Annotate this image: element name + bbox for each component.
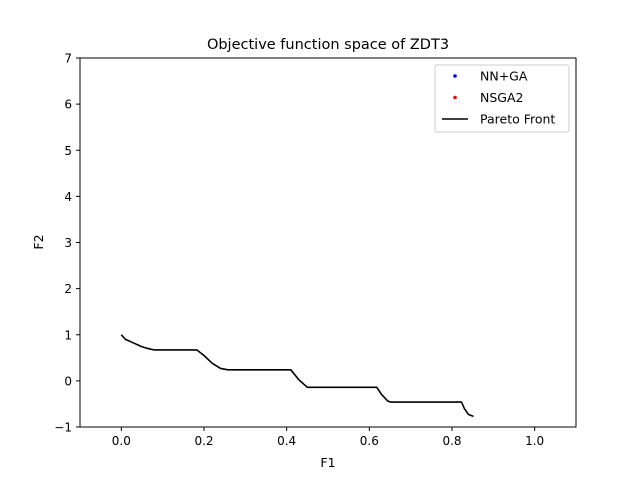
y-axis-label: F2 <box>31 234 46 249</box>
axis-ticks: 0.0 0.2 0.4 0.6 0.8 1.0 −1 0 1 2 3 4 5 6 7 <box>54 52 544 449</box>
y-tick-label: −1 <box>54 421 72 435</box>
x-tick-label: 0.6 <box>360 434 379 448</box>
x-tick-label: 0.8 <box>442 434 461 448</box>
y-tick-label: 1 <box>64 328 72 342</box>
y-tick-label: 5 <box>64 144 72 158</box>
x-axis-label: F1 <box>320 455 335 470</box>
legend-label: Pareto Front <box>480 112 555 127</box>
y-tick-label: 3 <box>64 236 72 250</box>
y-tick-label: 6 <box>64 98 72 112</box>
y-tick-label: 0 <box>64 374 72 388</box>
x-tick-label: 1.0 <box>525 434 544 448</box>
pareto-front-line <box>120 334 474 418</box>
x-tick-label: 0.0 <box>112 434 131 448</box>
legend: NN+GA NSGA2 Pareto Front <box>434 64 570 133</box>
legend-label: NN+GA <box>480 69 528 84</box>
legend-dot-swatch <box>453 74 457 78</box>
y-tick-label: 7 <box>64 52 72 66</box>
x-tick-label: 0.2 <box>194 434 213 448</box>
legend-dot-swatch <box>453 95 457 100</box>
legend-label: NSGA2 <box>480 90 523 105</box>
legend-box <box>434 64 570 133</box>
y-tick-label: 2 <box>64 282 72 296</box>
x-tick-label: 0.4 <box>277 434 296 448</box>
plot-area <box>120 334 474 418</box>
y-tick-label: 4 <box>64 190 72 204</box>
axes-frame <box>79 57 577 428</box>
chart-title: Objective function space of ZDT3 <box>207 37 449 53</box>
